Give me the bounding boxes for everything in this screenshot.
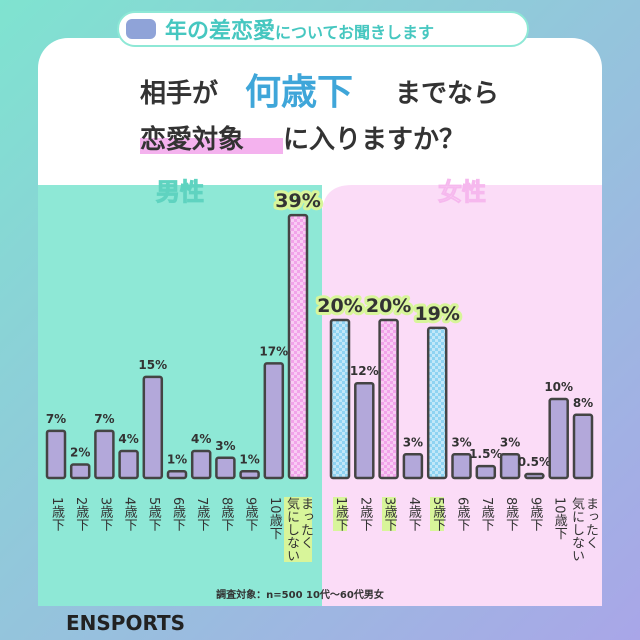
value-label: 4% xyxy=(118,432,138,446)
value-label: 17% xyxy=(259,344,288,358)
category-label: 5歳下 xyxy=(430,497,446,532)
category-label: 4歳下 xyxy=(121,497,137,532)
category-label: 1歳下 xyxy=(49,497,64,532)
category-label: 9歳下 xyxy=(527,497,543,532)
value-label: 3% xyxy=(500,435,520,449)
bar xyxy=(548,397,569,480)
bar xyxy=(94,429,115,480)
value-label: 12% xyxy=(350,364,379,378)
value-label: 39% xyxy=(275,190,320,212)
bar xyxy=(426,326,448,480)
category-label: 4歳下 xyxy=(405,497,421,532)
bar xyxy=(190,449,212,480)
category-label: 5歳下 xyxy=(145,497,161,532)
bar xyxy=(524,472,545,480)
bar xyxy=(239,470,260,480)
category-label: まったく 気にしない xyxy=(569,497,598,562)
header-main: 年の差恋愛 xyxy=(165,18,275,44)
value-label: 2% xyxy=(70,446,90,460)
q1-emph: 何歳下 xyxy=(245,72,353,113)
value-label: 19% xyxy=(414,303,459,325)
category-label: 10歳下 xyxy=(266,497,282,540)
category-label: 3歳下 xyxy=(381,497,397,532)
category-label: 1歳下 xyxy=(333,497,348,532)
category-label: 10歳下 xyxy=(551,497,567,540)
category-label: 7歳下 xyxy=(194,497,210,532)
category-label: 9歳下 xyxy=(242,497,258,532)
bar xyxy=(378,318,399,480)
bar xyxy=(45,429,67,480)
bar xyxy=(69,463,91,480)
bar xyxy=(475,464,497,480)
value-label: 7% xyxy=(94,412,114,426)
value-label: 3% xyxy=(215,439,235,453)
value-label: 10% xyxy=(544,380,573,394)
header-pill xyxy=(117,11,529,47)
bar xyxy=(329,318,351,480)
q2-marker xyxy=(140,138,283,154)
value-label: 3% xyxy=(451,435,471,449)
bar xyxy=(572,413,594,480)
bar xyxy=(287,213,309,480)
q1-post: までなら xyxy=(395,79,499,109)
category-label: 8歳下 xyxy=(503,497,519,532)
bubble-icon xyxy=(126,19,156,39)
category-label: 2歳下 xyxy=(357,497,373,532)
chart-title: 女性 xyxy=(438,178,486,206)
category-label: 6歳下 xyxy=(170,497,185,532)
q1-pre: 相手が xyxy=(140,78,218,109)
footnote: 調査対象：n=500 10代〜60代男女 xyxy=(216,588,384,601)
bar xyxy=(402,453,424,480)
logo: ENSPORTS xyxy=(66,611,185,635)
bar xyxy=(215,456,236,480)
q2-mark: 恋愛対象 xyxy=(140,124,244,155)
value-label: 1% xyxy=(239,452,259,466)
value-label: 3% xyxy=(403,435,423,449)
header-rest: についてお聞きします xyxy=(275,23,434,42)
category-label: 7歳下 xyxy=(478,497,494,532)
value-label: 1% xyxy=(167,452,187,466)
category-label: 2歳下 xyxy=(73,497,89,532)
chart-title: 男性 xyxy=(156,178,204,206)
category-label: 6歳下 xyxy=(454,497,470,532)
value-label: 1.5% xyxy=(469,447,502,461)
value-label: 4% xyxy=(191,432,211,446)
bar xyxy=(263,362,285,480)
value-label: 15% xyxy=(138,358,167,372)
category-label: まったく 気にしない xyxy=(284,497,313,562)
value-label: 20% xyxy=(317,295,362,317)
bar xyxy=(166,470,188,480)
value-label: 20% xyxy=(366,295,411,317)
category-label: 8歳下 xyxy=(218,497,234,532)
bar xyxy=(451,453,472,480)
category-label: 3歳下 xyxy=(97,497,113,532)
bar xyxy=(142,375,164,480)
value-label: 8% xyxy=(573,396,593,410)
value-label: 0.5% xyxy=(518,455,551,469)
bar xyxy=(354,381,375,480)
value-label: 7% xyxy=(46,412,66,426)
bar xyxy=(118,449,139,480)
q2-rest: に入りますか？ xyxy=(283,125,465,155)
bar xyxy=(499,453,521,480)
